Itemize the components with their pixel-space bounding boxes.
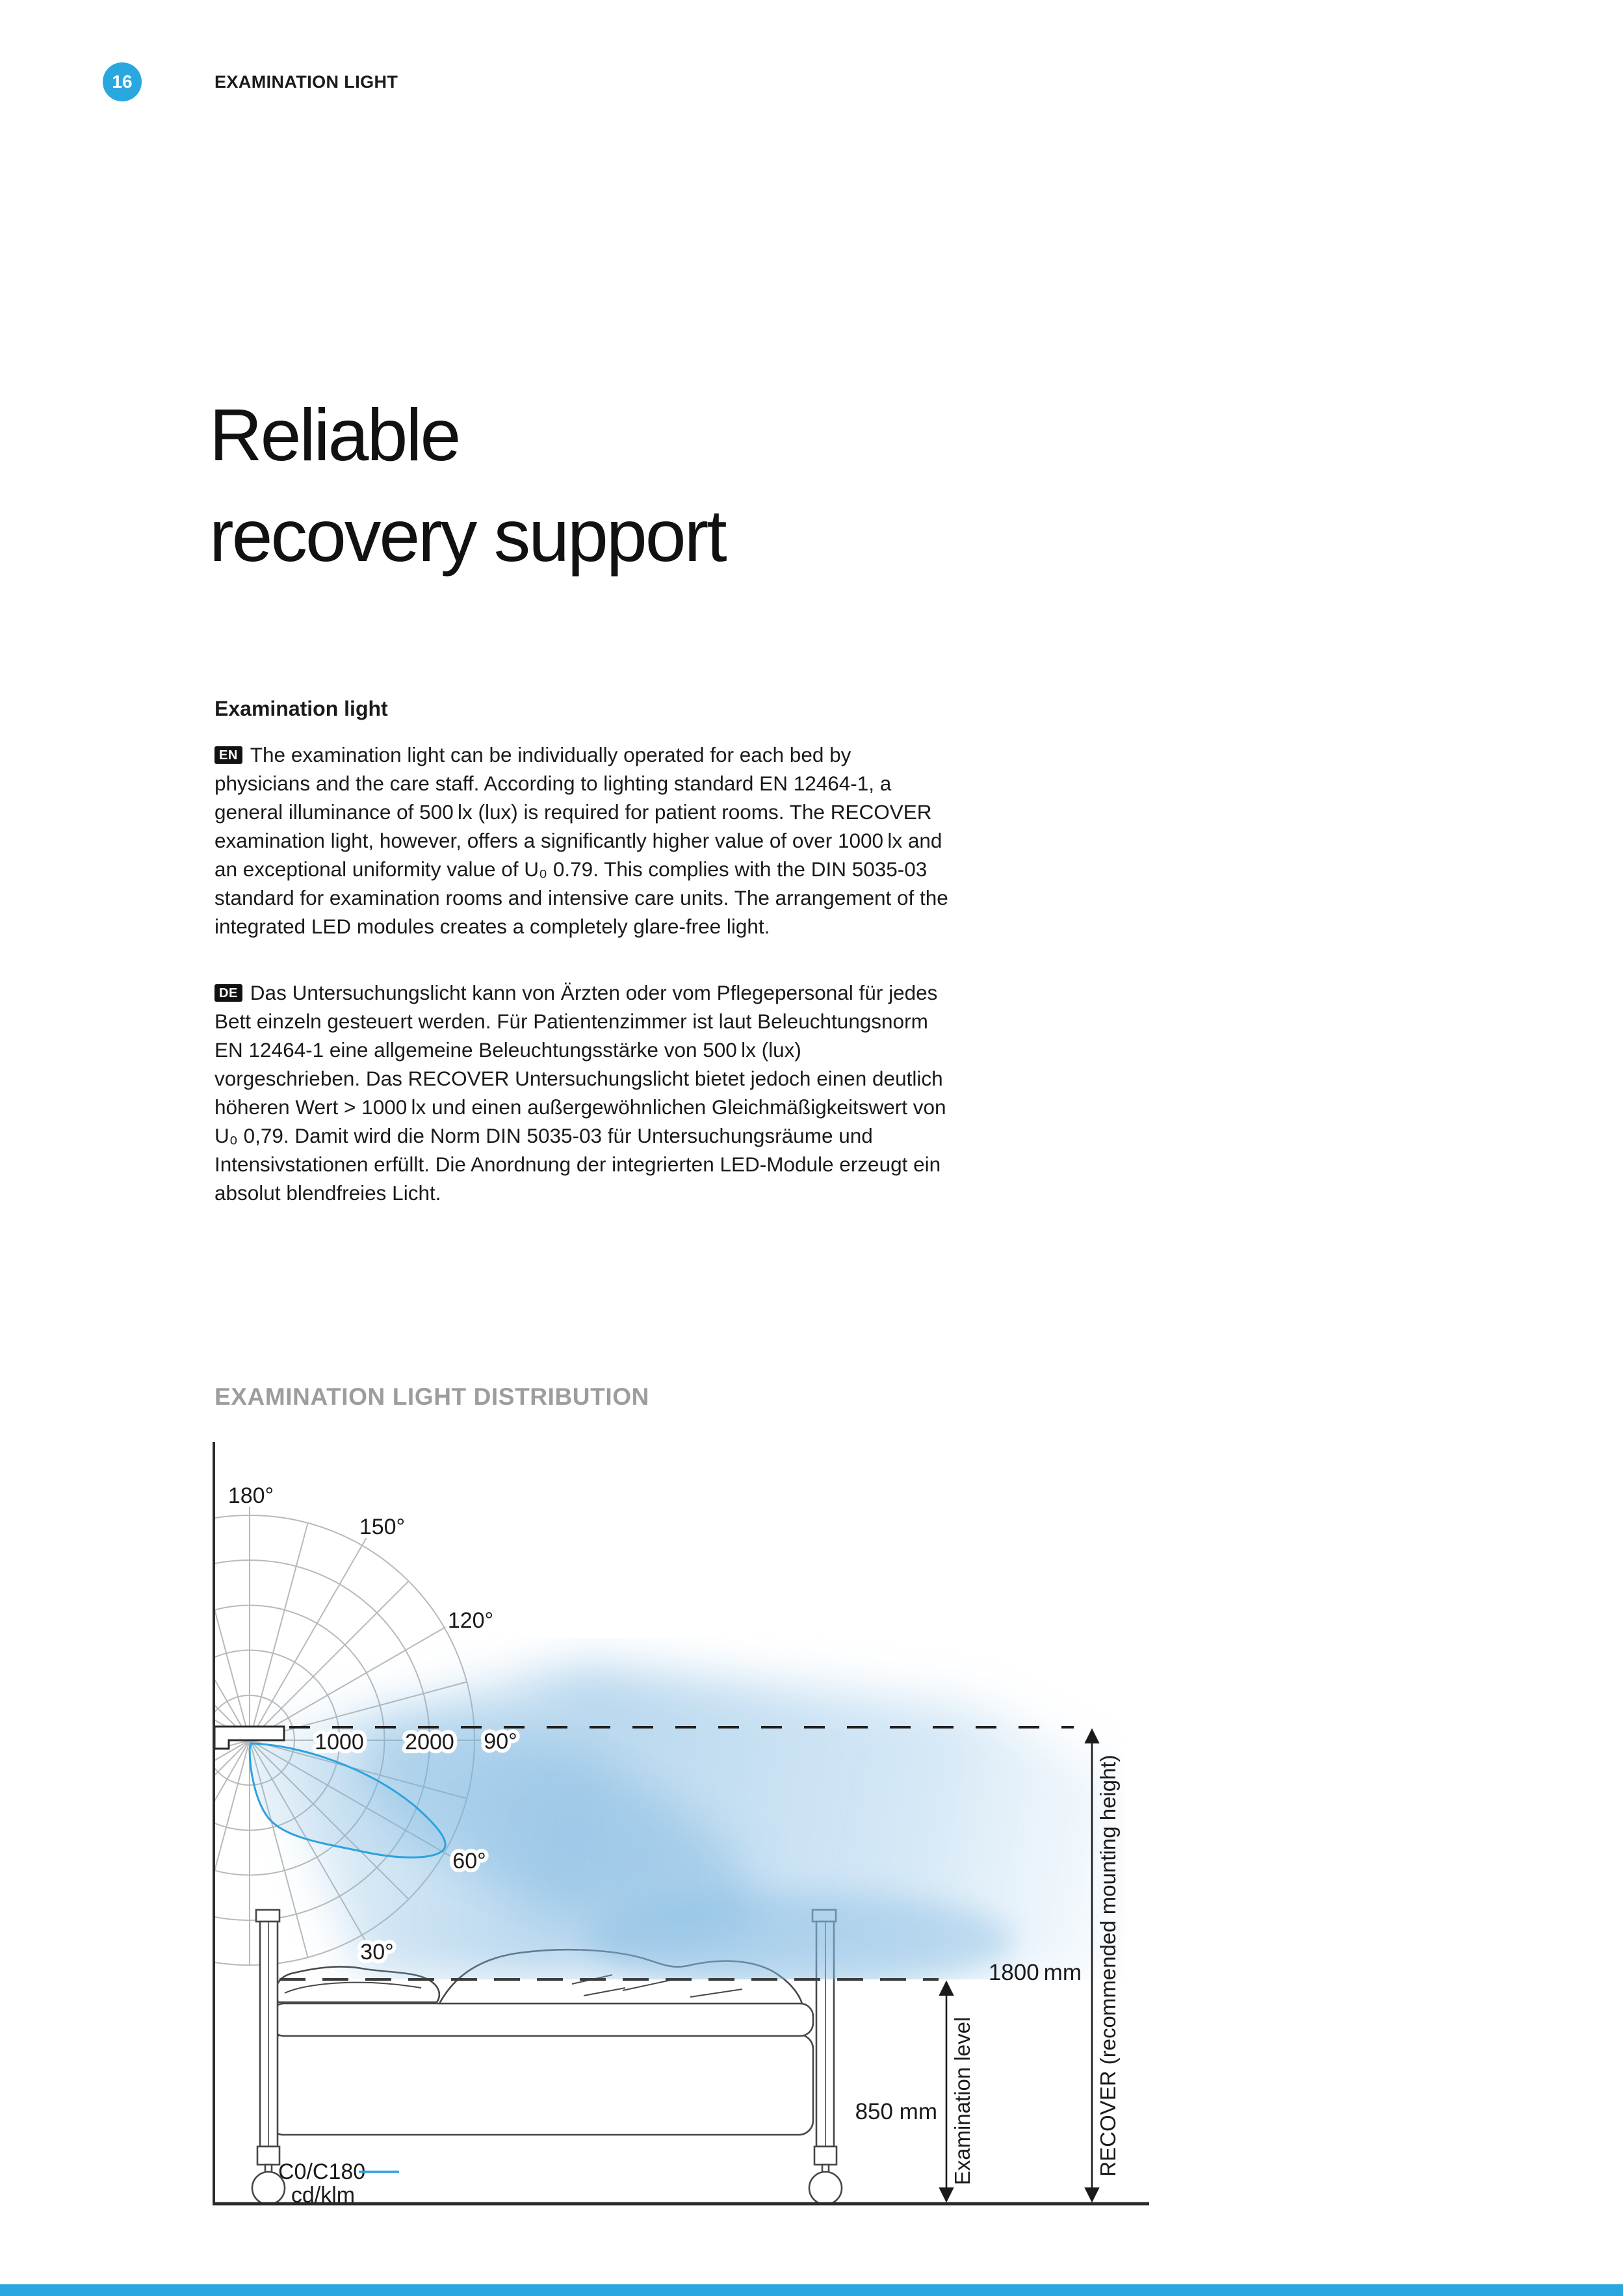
legend-curve-label: C0/C180: [278, 2159, 365, 2184]
mounting-height-label: RECOVER (recommended mounting height): [1096, 1755, 1120, 2176]
examination-level-label: Examination level: [950, 2017, 974, 2185]
bed-pillow: [274, 1966, 441, 2003]
legend-unit-label: cd/klm: [291, 2183, 355, 2208]
blanket-creases: [571, 1974, 743, 1998]
footer-accent-bar: [0, 2284, 1623, 2296]
paragraph-de-text: Das Untersuchungslicht kann von Ärzten o…: [214, 981, 946, 1205]
language-badge-de: DE: [214, 984, 242, 1002]
angle-label-120: 120°: [448, 1608, 493, 1633]
bed-base: [268, 2033, 814, 2136]
hospital-bed-illustration: [251, 1909, 843, 2206]
angle-label-30: 30°: [360, 1940, 393, 1964]
header-title: EXAMINATION LIGHT: [214, 72, 398, 92]
diagram-heading: EXAMINATION LIGHT DISTRIBUTION: [214, 1383, 649, 1410]
paragraph-en: EN The examination light can be individua…: [214, 740, 952, 941]
page-title: Reliable recovery support: [209, 385, 727, 586]
language-badge-en: EN: [214, 746, 242, 764]
page-title-line2: recovery support: [209, 495, 727, 577]
dimension-label-850: 850 mm: [855, 2099, 937, 2124]
bed-footboard-post: [808, 1909, 843, 2206]
angle-label-180: 180°: [228, 1483, 274, 1508]
bed-blanket: [437, 1948, 803, 2005]
bed-mattress: [270, 2002, 814, 2037]
page-title-line1: Reliable: [209, 394, 461, 476]
page-number-badge: 16: [103, 62, 142, 101]
dimension-label-1800: 1800 mm: [989, 1960, 1082, 1985]
polar-grid: [214, 1501, 484, 1966]
paragraph-en-text: The examination light can be individuall…: [214, 743, 948, 938]
ring-label-2000: 2000: [405, 1730, 454, 1755]
angle-label-150: 150°: [359, 1515, 405, 1539]
article-heading: Examination light: [214, 697, 388, 720]
article: Examination light EN The examination ligh…: [214, 697, 952, 1245]
paragraph-de: DE Das Untersuchungslicht kann von Ärzten…: [214, 978, 952, 1207]
page-number: 16: [112, 72, 133, 92]
angle-label-90: 90°: [484, 1729, 517, 1754]
intensity-curve-c0-c180: [248, 1742, 447, 1859]
ring-label-1000: 1000: [315, 1730, 364, 1755]
light-beam: [266, 1664, 1118, 1979]
angle-label-60: 60°: [452, 1849, 486, 1873]
luminaire-icon: [213, 1725, 285, 1750]
bed-headboard-post: [251, 1909, 286, 2206]
